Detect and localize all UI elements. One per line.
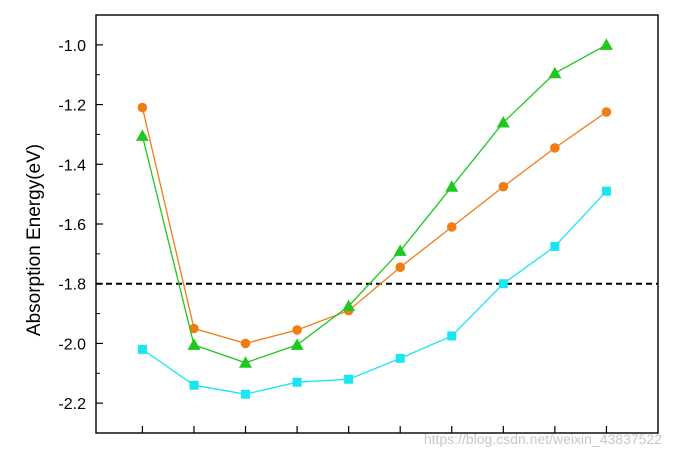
data-point-circle	[292, 325, 302, 335]
data-point-triangle	[599, 38, 613, 50]
data-point-square	[292, 377, 302, 387]
series-line	[141, 44, 607, 364]
data-point-circle	[446, 222, 457, 232]
y-tick-label: -1.2	[58, 98, 86, 115]
data-point-triangle	[187, 338, 201, 350]
series-square	[137, 186, 611, 399]
data-point-triangle	[445, 180, 459, 192]
data-point-circle	[498, 181, 509, 192]
data-point-triangle	[393, 244, 407, 256]
series-line	[142, 190, 607, 395]
data-point-square	[344, 374, 354, 384]
data-point-triangle	[496, 116, 510, 128]
data-point-square	[395, 353, 405, 363]
data-point-square	[498, 279, 508, 289]
data-point-circle	[550, 143, 560, 153]
series-triangle	[135, 38, 613, 368]
y-tick-label: -1.0	[58, 38, 86, 55]
data-point-square	[189, 380, 199, 390]
data-point-square	[241, 389, 251, 399]
data-point-triangle	[135, 129, 149, 141]
data-point-square	[550, 241, 560, 251]
watermark: https://blog.csdn.net/weixin_43837522	[424, 431, 662, 447]
y-tick-label: -1.6	[58, 217, 86, 234]
data-point-square	[137, 344, 147, 354]
y-tick-label: -2.2	[58, 396, 86, 413]
data-point-triangle	[290, 338, 304, 350]
series-line	[141, 107, 607, 345]
data-point-triangle	[342, 299, 356, 312]
y-axis: -2.2 -2.0 -1.8 -1.6 -1.4 -1.2 -1.0	[58, 38, 103, 413]
y-tick-label: -1.4	[58, 157, 86, 174]
data-point-circle	[137, 102, 148, 113]
x-axis	[141, 426, 608, 433]
y-axis-title: Absorption Energy(eV)	[24, 144, 45, 336]
data-point-triangle	[548, 66, 562, 79]
data-point-triangle	[239, 356, 252, 368]
data-point-circle	[395, 262, 406, 273]
data-point-square	[601, 186, 611, 196]
y-tick-label: -1.8	[58, 277, 86, 294]
data-point-circle	[240, 338, 251, 349]
data-point-square	[447, 331, 457, 341]
series-circle	[137, 102, 612, 349]
plot-frame	[95, 14, 659, 434]
data-point-circle	[601, 107, 612, 117]
series-group	[135, 38, 613, 399]
data-point-circle	[189, 323, 199, 334]
y-tick-label: -2.0	[58, 336, 86, 353]
